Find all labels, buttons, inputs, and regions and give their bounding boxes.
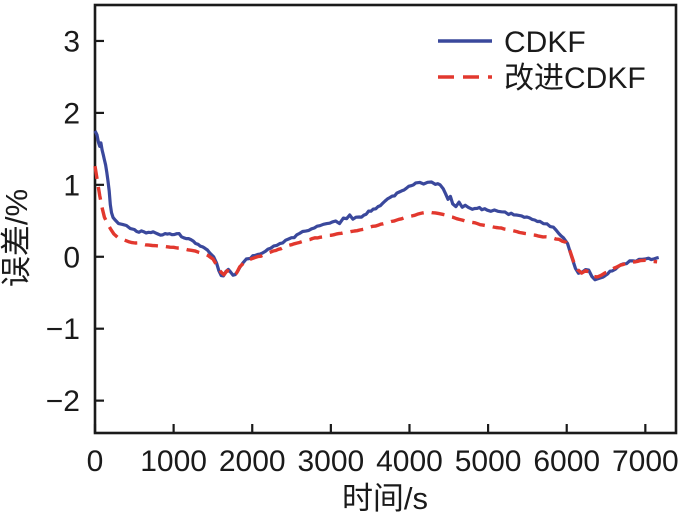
y-tick-label: 0 xyxy=(63,241,80,274)
legend: CDKF 改进CDKF xyxy=(438,26,646,95)
y-tick-label: −2 xyxy=(46,385,80,418)
y-tick-label: −1 xyxy=(46,313,80,346)
series-path-improved-cdkf xyxy=(93,165,658,279)
axes: 0 1000 2000 3000 4000 5000 6000 7000 3 2 1 0 −1 −2 xyxy=(46,3,679,478)
y-tick-label: 3 xyxy=(63,25,80,58)
x-tick-label: 1000 xyxy=(140,445,207,478)
legend-label-improved-cdkf: 改进CDKF xyxy=(504,62,646,95)
y-tick-label: 1 xyxy=(63,169,80,202)
x-axis-label: 时间/s xyxy=(342,481,428,516)
x-tick-label: 2000 xyxy=(219,445,286,478)
legend-label-cdkf: CDKF xyxy=(504,26,586,59)
x-tick-label: 0 xyxy=(87,445,104,478)
x-tick-label: 6000 xyxy=(533,445,600,478)
x-tick-label: 4000 xyxy=(376,445,443,478)
plot-border xyxy=(93,3,678,435)
y-axis-label: 误差/% xyxy=(0,189,34,287)
x-tick-label: 7000 xyxy=(612,445,679,478)
series-lines xyxy=(93,130,660,282)
x-tick-label: 3000 xyxy=(297,445,364,478)
series-path-cdkf xyxy=(93,130,660,282)
x-tick-label: 5000 xyxy=(455,445,522,478)
y-tick-label: 2 xyxy=(63,97,80,130)
